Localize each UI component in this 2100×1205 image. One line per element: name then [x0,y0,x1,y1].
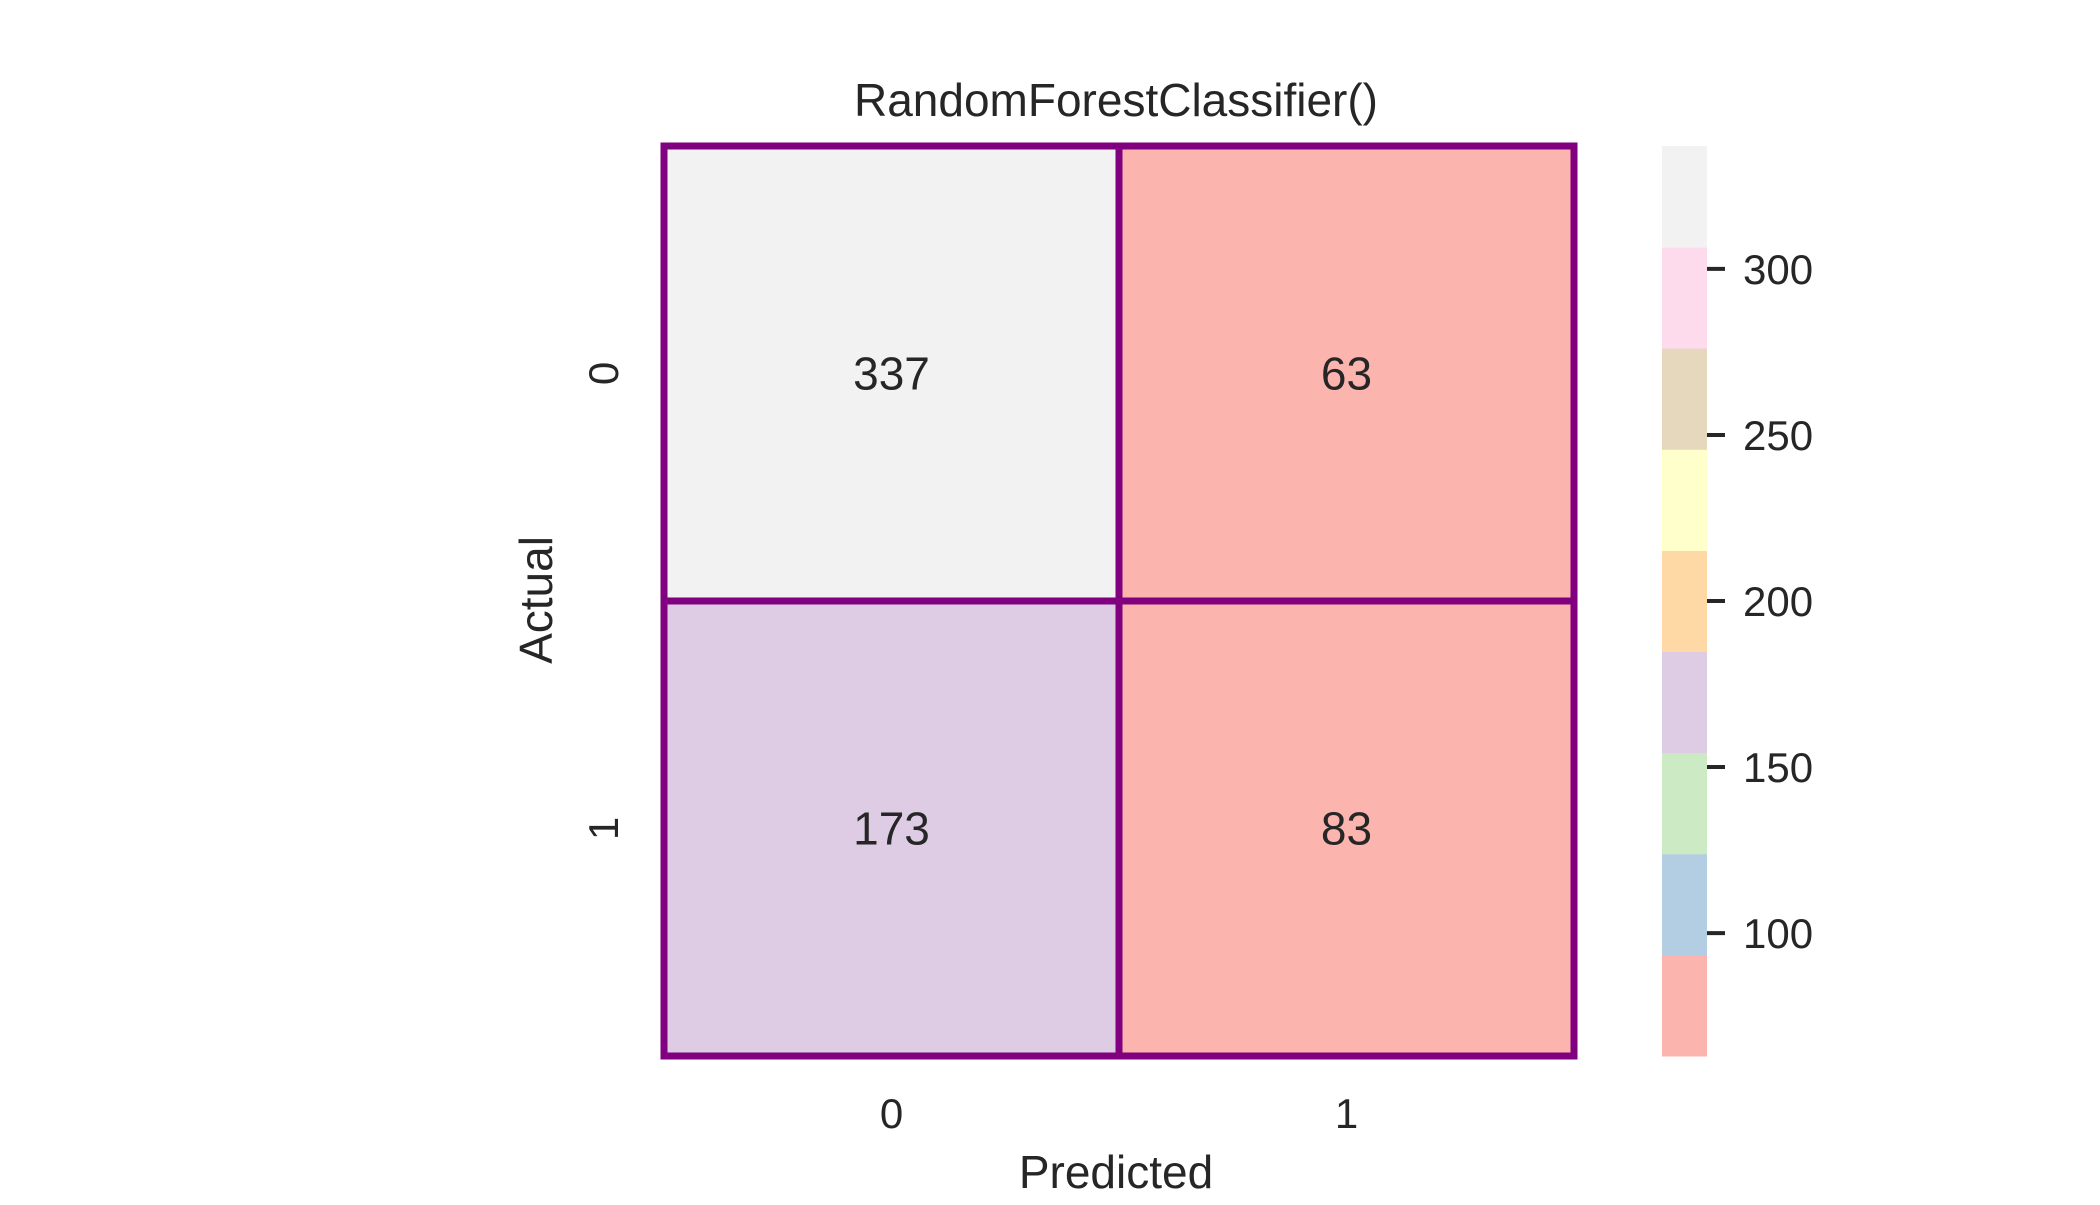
y-axis-label: Actual [510,536,562,664]
colorbar-segment-2 [1662,752,1707,855]
heatmap-cell-0-0 [660,142,1123,605]
colorbar: 100 150 200 250 300 [1662,146,1813,1057]
y-tick-label-0: 0 [580,362,627,385]
cell-value-labels: 337 63 173 83 [853,348,1372,855]
colorbar-segment-4 [1662,550,1707,653]
cell-value-0-1: 63 [1321,348,1372,400]
heatmap-cells [660,142,1578,1060]
x-tick-label-0: 0 [880,1090,903,1137]
heatmap-cell-0-1 [1115,142,1578,605]
colorbar-segment-6 [1662,348,1707,450]
colorbar-segment-0 [1662,954,1707,1057]
colorbar-tick-label-100: 100 [1743,910,1813,957]
heatmap-cell-1-1 [1115,597,1578,1060]
chart-title: RandomForestClassifier() [854,74,1378,126]
colorbar-tick-label-150: 150 [1743,744,1813,791]
colorbar-segment-7 [1662,247,1707,349]
x-axis-label: Predicted [1019,1146,1213,1198]
colorbar-tick-label-250: 250 [1743,412,1813,459]
colorbar-segment-8 [1662,146,1707,248]
colorbar-segment-5 [1662,449,1707,551]
colorbar-segment-1 [1662,853,1707,956]
colorbar-tick-label-300: 300 [1743,246,1813,293]
y-tick-label-1: 1 [580,817,627,840]
cell-value-1-0: 173 [853,803,930,855]
colorbar-segment-3 [1662,651,1707,754]
x-tick-label-1: 1 [1335,1090,1358,1137]
cell-value-0-0: 337 [853,348,930,400]
heatmap-cell-1-0 [660,597,1123,1060]
cell-value-1-1: 83 [1321,803,1372,855]
y-tick-labels: 01 [580,362,627,840]
colorbar-tick-label-200: 200 [1743,578,1813,625]
